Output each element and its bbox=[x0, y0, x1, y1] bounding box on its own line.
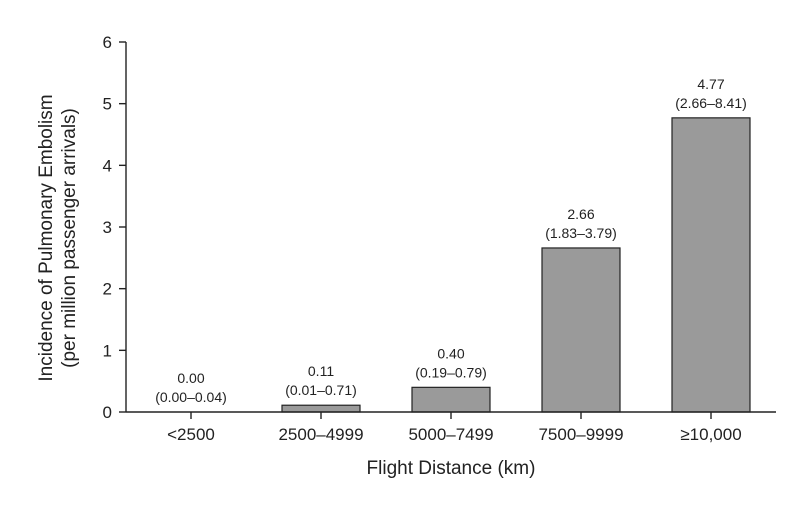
value-label: 2.66 bbox=[567, 206, 594, 222]
ci-label: (0.01–0.71) bbox=[285, 382, 357, 398]
bar bbox=[281, 404, 361, 413]
ci-label: (0.00–0.04) bbox=[155, 389, 227, 405]
x-tick-label: 7500–9999 bbox=[538, 425, 623, 444]
x-tick-label: <2500 bbox=[167, 425, 215, 444]
x-axis-title: Flight Distance (km) bbox=[367, 458, 536, 479]
ci-label: (2.66–8.41) bbox=[675, 95, 747, 111]
y-tick-label: 5 bbox=[103, 95, 112, 114]
x-tick-label: ≥10,000 bbox=[680, 425, 741, 444]
y-tick-label: 3 bbox=[103, 218, 112, 237]
y-axis-title: Incidence of Pulmonary Embolism (per mil… bbox=[36, 94, 80, 381]
bar bbox=[411, 386, 491, 413]
y-tick-label: 4 bbox=[103, 156, 112, 175]
bar bbox=[671, 117, 751, 413]
y-tick-label: 6 bbox=[103, 33, 112, 52]
y-axis-title-line1: Incidence of Pulmonary Embolism bbox=[36, 94, 57, 381]
value-label: 0.00 bbox=[177, 370, 204, 386]
value-label: 0.11 bbox=[308, 363, 334, 379]
bar bbox=[541, 247, 621, 413]
value-label: 4.77 bbox=[697, 76, 724, 92]
y-tick-label: 0 bbox=[103, 403, 112, 422]
x-tick-label: 2500–4999 bbox=[278, 425, 363, 444]
y-axis-title-line2: (per million passenger arrivals) bbox=[59, 108, 80, 368]
x-tick-label: 5000–7499 bbox=[408, 425, 493, 444]
value-label: 0.40 bbox=[437, 345, 464, 361]
y-tick-label: 1 bbox=[103, 341, 112, 360]
y-tick-label: 2 bbox=[103, 280, 112, 299]
ci-label: (1.83–3.79) bbox=[545, 225, 617, 241]
ci-label: (0.19–0.79) bbox=[415, 364, 487, 380]
